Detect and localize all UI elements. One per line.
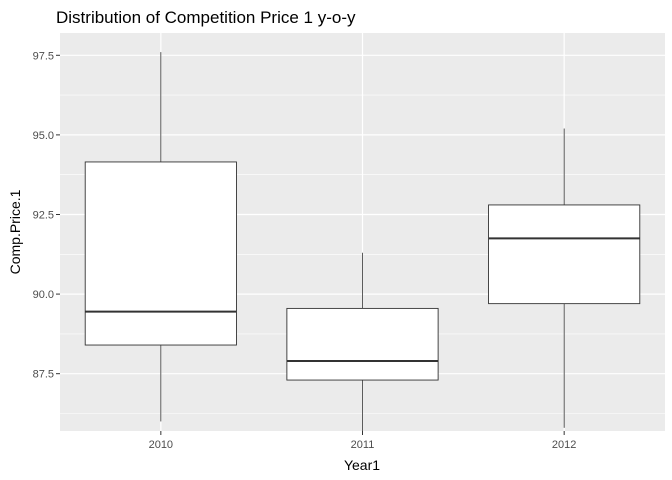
y-tick-label: 95.0: [33, 130, 54, 142]
y-tick-label: 90.0: [33, 289, 54, 301]
box-group: [84, 52, 641, 431]
y-axis-title: Comp.Price.1: [7, 189, 23, 274]
y-tick-label: 87.5: [33, 369, 54, 381]
x-axis-title: Year1: [344, 457, 380, 473]
box-2012: [488, 128, 641, 428]
chart-title: Distribution of Competition Price 1 y-o-…: [56, 8, 356, 27]
iqr-box: [84, 161, 237, 346]
y-axis: 87.5 90.0 92.5 95.0 97.5: [33, 50, 60, 381]
y-tick-label: 97.5: [33, 50, 54, 62]
x-tick-label: 2010: [149, 439, 173, 451]
x-tick-label: 2012: [552, 439, 576, 451]
x-axis: 2010 2011 2012: [149, 431, 576, 451]
iqr-box: [488, 204, 641, 305]
box-2011: [286, 252, 439, 431]
box-2010: [84, 52, 237, 422]
x-tick-label: 2011: [351, 439, 375, 451]
y-tick-label: 92.5: [33, 209, 54, 221]
iqr-box: [286, 307, 439, 381]
